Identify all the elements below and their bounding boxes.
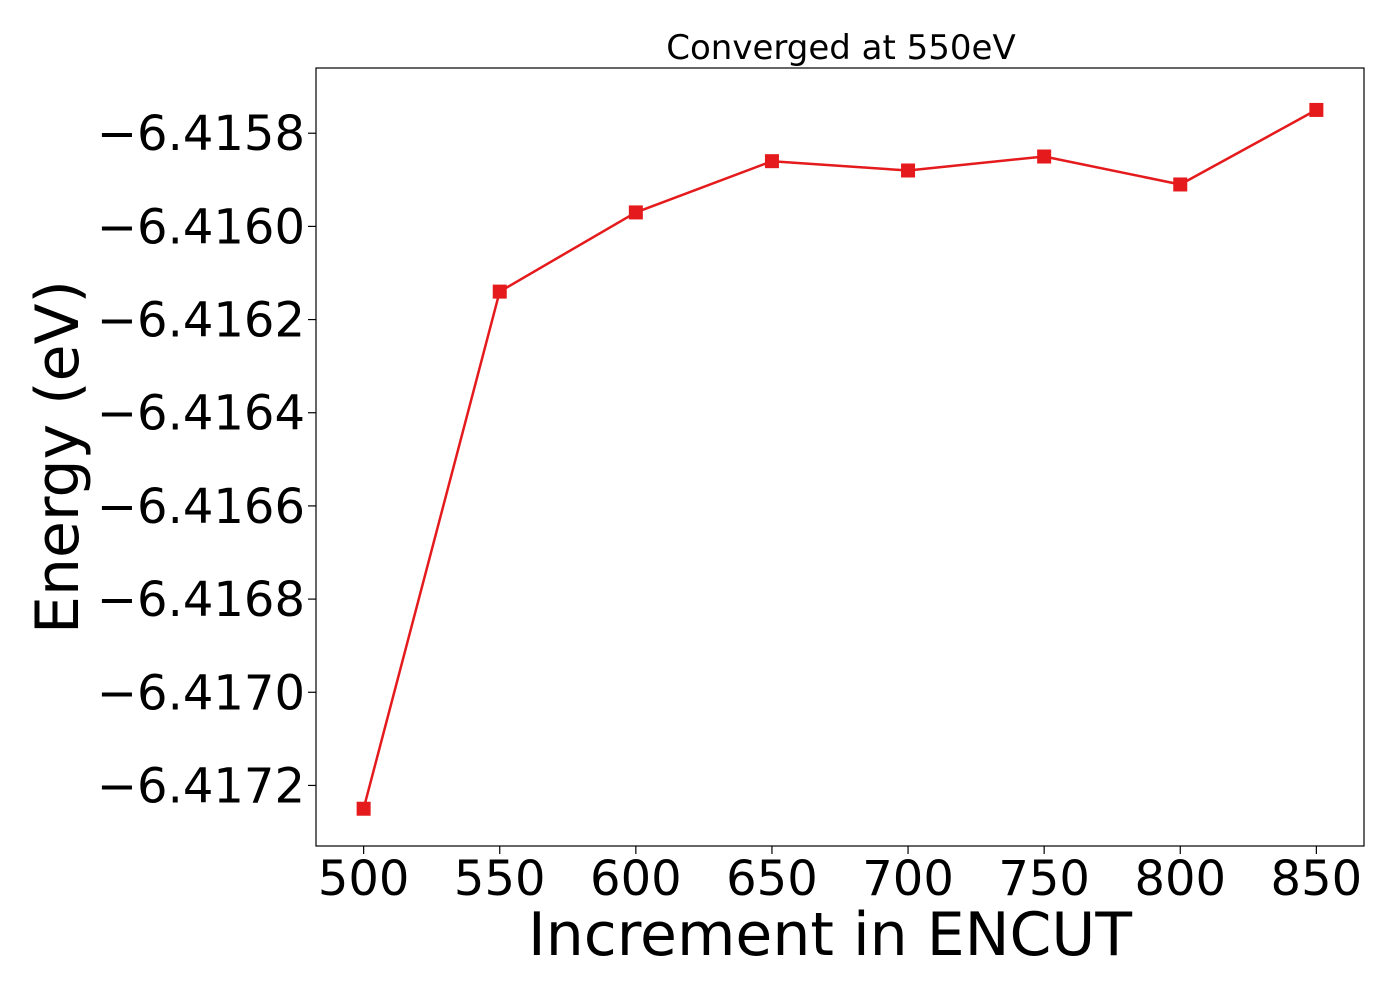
x-tick-label: 550	[454, 851, 546, 907]
y-tick-label: −6.4168	[97, 572, 305, 628]
y-tick-label: −6.4172	[97, 758, 305, 814]
y-axis: −6.4172 −6.4170 −6.4168 −6.4166 −6.4164 −6.41…	[97, 106, 316, 814]
data-point-marker	[356, 801, 371, 816]
y-tick-label: −6.4170	[97, 665, 305, 721]
data-point-marker	[628, 205, 643, 220]
data-point-marker	[1037, 149, 1052, 164]
data-point-marker	[901, 163, 916, 178]
y-tick-label: −6.4160	[97, 199, 305, 255]
x-tick-label: 700	[862, 851, 954, 907]
x-tick-label: 750	[998, 851, 1090, 907]
x-tick-label: 850	[1271, 851, 1363, 907]
x-axis-title: Increment in ENCUT	[528, 900, 1132, 970]
data-point-marker	[764, 154, 779, 169]
plot-area-frame	[315, 67, 1365, 847]
y-tick-label: −6.4158	[97, 106, 305, 162]
y-tick-label: −6.4164	[97, 386, 305, 442]
x-tick-label: 600	[590, 851, 682, 907]
y-tick-label: −6.4162	[97, 293, 305, 349]
y-axis-title: Energy (eV)	[23, 280, 93, 634]
data-point-marker	[492, 284, 507, 299]
data-point-marker	[1173, 177, 1188, 192]
x-tick-label: 500	[318, 851, 410, 907]
x-axis: 500 550 600 650 700 750 800 850	[318, 846, 1362, 907]
series-layer	[356, 102, 1324, 816]
data-point-marker	[1309, 102, 1324, 117]
x-tick-label: 650	[726, 851, 818, 907]
y-tick-label: −6.4166	[97, 479, 305, 535]
chart-title: Converged at 550eV	[666, 28, 1015, 68]
series-line	[362, 108, 1318, 810]
x-tick-label: 800	[1134, 851, 1226, 907]
